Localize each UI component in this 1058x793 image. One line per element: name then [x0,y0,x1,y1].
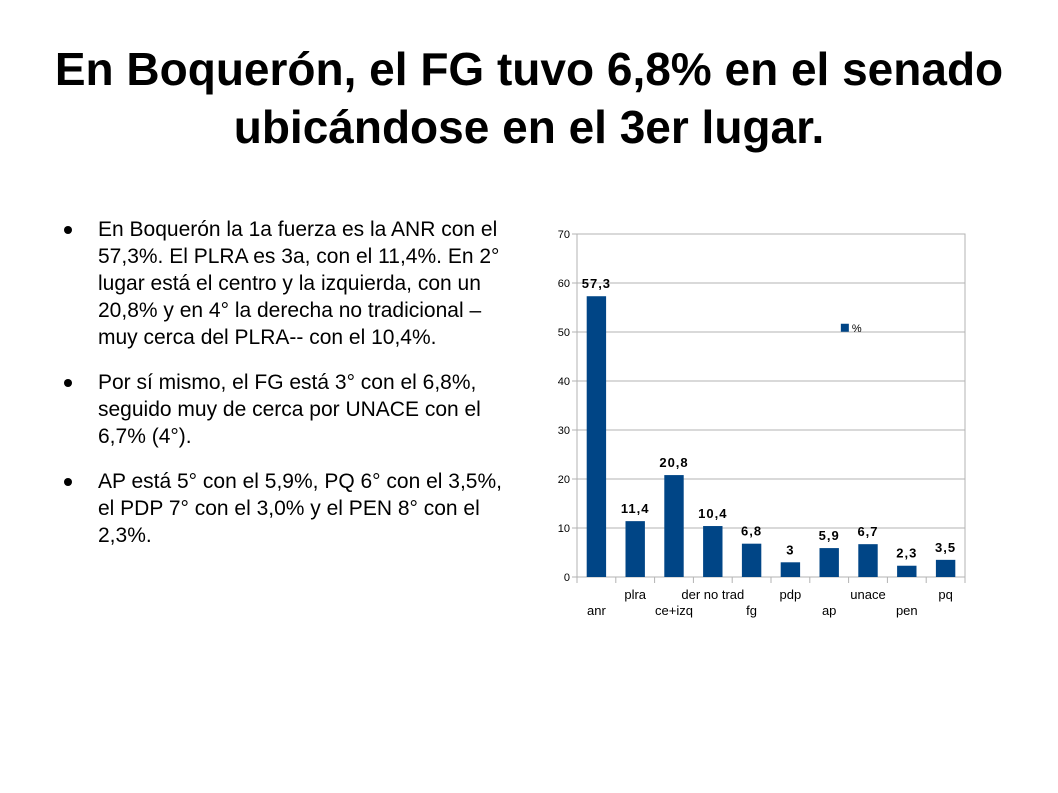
bar-chart: 0 10 20 30 40 50 60 70 57,3 anr 11,4 plra 20,8 ce+izq… [558,229,966,618]
y-tick-label: 0 [564,572,570,584]
x-tick-label: pdp [780,587,802,602]
data-label: 3,5 [935,540,956,555]
data-label: 57,3 [582,276,611,291]
legend-swatch [840,323,849,332]
y-tick-label: 40 [558,376,570,388]
bullet-dot-icon [64,379,72,387]
x-tick-label: anr [587,603,606,618]
data-label: 11,4 [621,501,650,516]
x-tick-label: pen [896,603,918,618]
bar [625,521,645,577]
slide-title: En Boquerón, el FG tuvo 6,8% en el senad… [54,43,1004,153]
bullet-dot-icon [64,226,72,234]
bar [741,543,762,577]
data-label: 2,3 [896,546,917,561]
x-tick-label: unace [850,587,885,602]
bar [586,296,607,577]
bullet-dot-icon [64,478,72,486]
y-tick-label: 20 [558,474,570,486]
bar [780,562,801,577]
y-tick-label: 60 [558,278,570,290]
bullet-text: Por sí mismo, el FG está 3° con el 6,8%,… [98,371,481,448]
y-tick-label: 10 [558,523,570,535]
bar [703,526,723,577]
bar [858,544,878,577]
x-tick-label: pq [938,587,952,602]
bar [897,565,917,577]
y-tick-label: 70 [558,229,570,241]
data-label: 6,8 [741,524,762,539]
bullet-text: En Boquerón la 1a fuerza es la ANR con e… [98,218,500,349]
x-tick-label: der no trad [681,587,744,602]
legend-label: % [852,323,862,335]
bullet-item: Por sí mismo, el FG está 3° con el 6,8%,… [64,369,514,450]
data-label: 6,7 [857,524,878,539]
y-tick-label: 50 [558,327,570,339]
x-tick-label: fg [746,603,757,618]
data-label: 3 [786,542,794,557]
bullet-item: AP está 5° con el 5,9%, PQ 6° con el 3,5… [64,468,514,549]
bar [935,559,956,577]
y-tick-label: 30 [558,425,570,437]
data-label: 20,8 [659,455,688,470]
data-label: 5,9 [819,528,840,543]
bullet-list: En Boquerón la 1a fuerza es la ANR con e… [64,216,514,567]
bar-chart-container: 0 10 20 30 40 50 60 70 57,3 anr 11,4 plra 20,8 ce+izq… [535,220,975,620]
x-tick-label: ce+izq [655,603,693,618]
data-label: 10,4 [698,506,727,521]
x-tick-label: ap [822,603,836,618]
bar [664,475,684,577]
bullet-item: En Boquerón la 1a fuerza es la ANR con e… [64,216,514,351]
x-tick-label: plra [624,587,646,602]
bar [819,548,839,577]
bullet-text: AP está 5° con el 5,9%, PQ 6° con el 3,5… [98,470,502,547]
